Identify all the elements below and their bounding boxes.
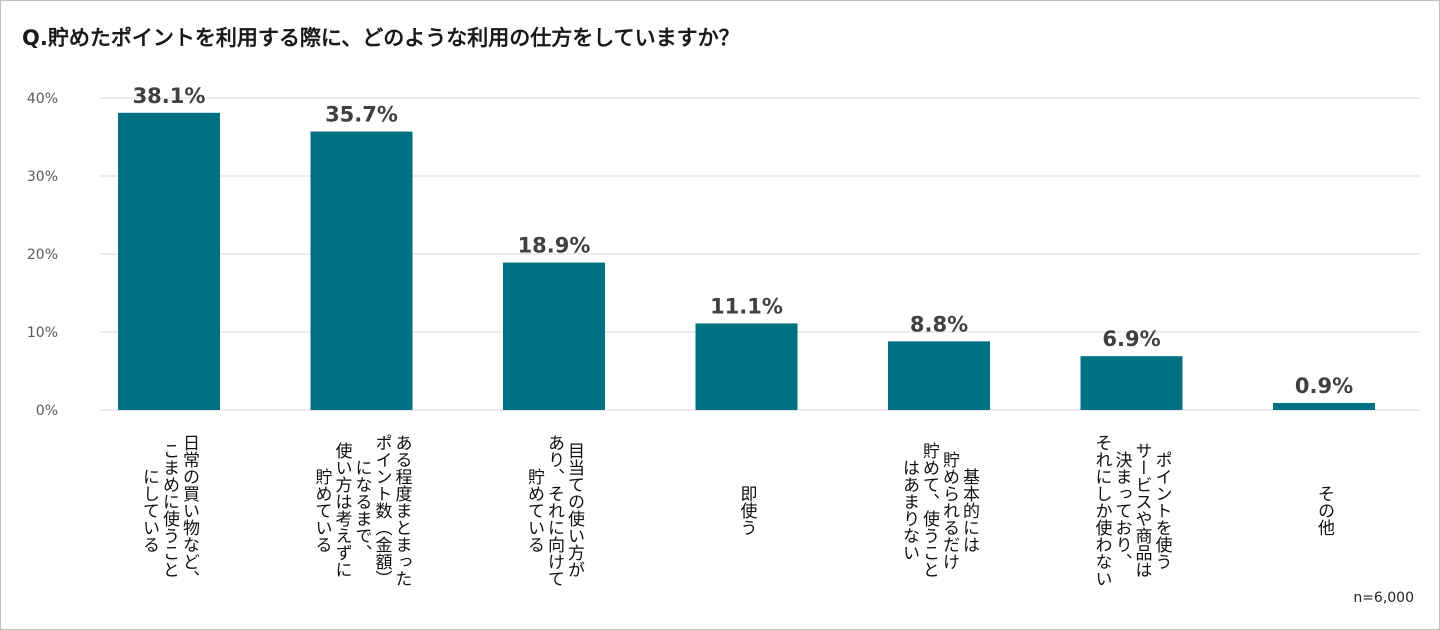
data-label: 38.1% [133, 84, 206, 108]
sample-size-note: n=6,000 [1353, 590, 1414, 606]
chart-title: Q.貯めたポイントを利用する際に、どのような利用の仕方をしていますか？ [22, 26, 740, 50]
data-label: 8.8% [910, 312, 968, 336]
y-tick-label: 10% [27, 325, 58, 341]
category-label: その他 [1314, 484, 1334, 536]
y-tick-label: 30% [27, 169, 58, 185]
data-label: 0.9% [1295, 374, 1353, 398]
bar [118, 112, 220, 410]
y-tick-label: 0% [36, 403, 58, 419]
category-label: 日常の買い物など、 こまめに使うこと にしている [139, 433, 199, 587]
category-label: 基本的には 貯められるだけ 貯めて、使うこと はあまりない [899, 442, 979, 578]
bar [695, 323, 798, 410]
category-label: 即使う [736, 484, 757, 536]
bar [310, 131, 413, 411]
bar [1080, 356, 1183, 410]
category-label: ある程度まとまった ポイント数（金額） になるまで、 使い方は考えずに 貯めてい… [311, 433, 412, 587]
data-label: 18.9% [518, 234, 591, 258]
data-label: 6.9% [1102, 327, 1160, 351]
category-label: ポイントを使う サービスや商品は 決まっており、 それにしか使わない [1091, 433, 1172, 587]
y-tick-label: 40% [27, 91, 58, 107]
data-label: 35.7% [325, 103, 398, 127]
category-label: 目当ての使い方が あり、それに向けて 貯めている [524, 433, 584, 587]
bar [503, 262, 605, 410]
bar [888, 341, 990, 410]
data-label: 11.1% [710, 294, 783, 318]
y-tick-label: 20% [27, 247, 58, 263]
bar [1273, 402, 1375, 410]
